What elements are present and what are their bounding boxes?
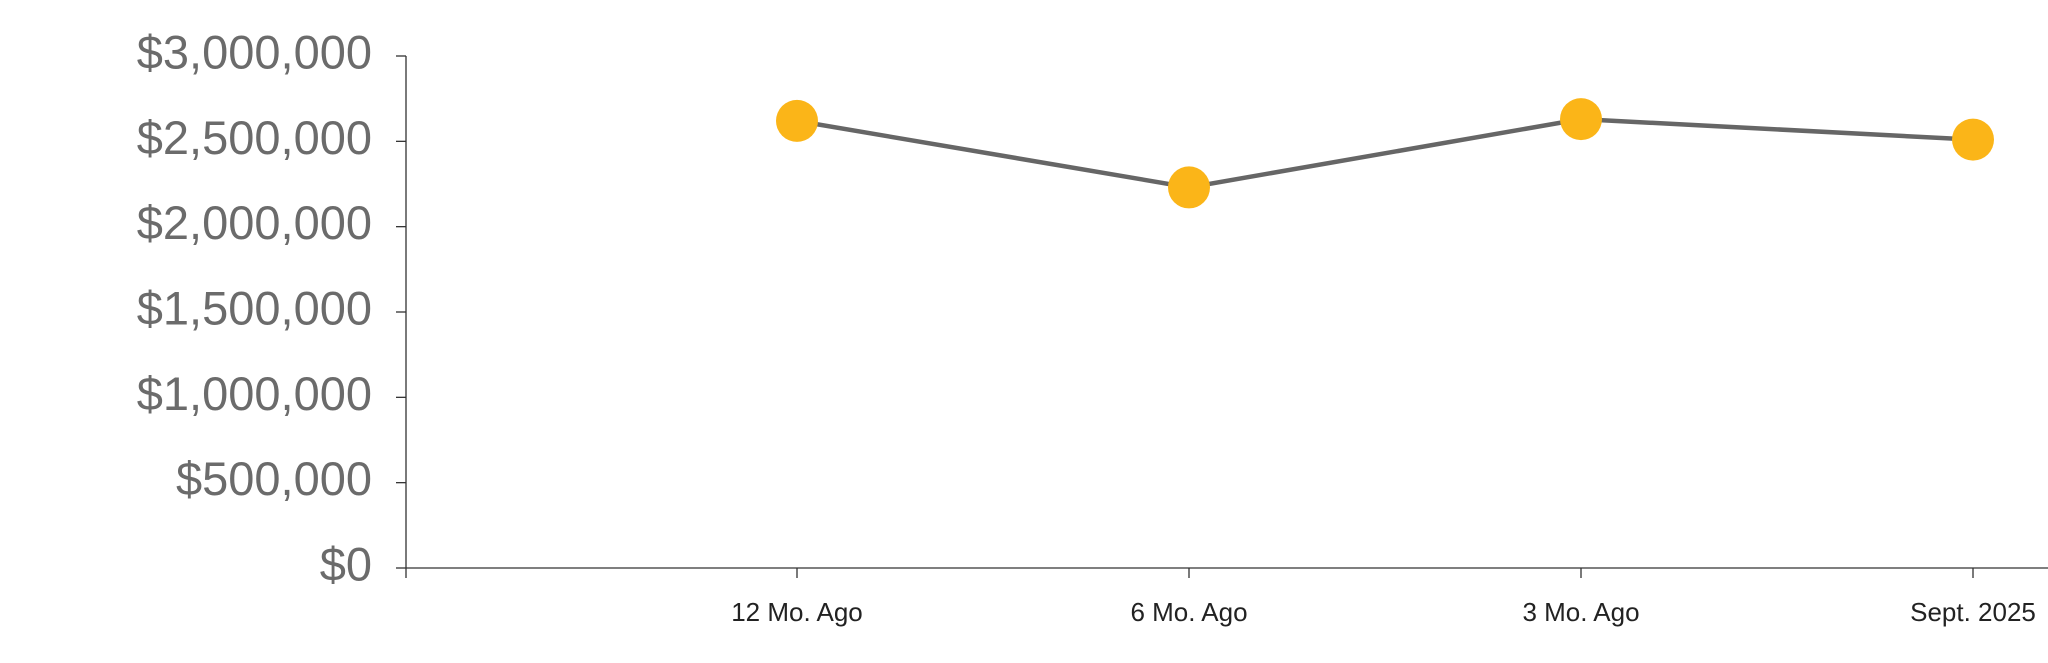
x-tick-label: 6 Mo. Ago [1130,597,1247,627]
y-tick-label: $1,000,000 [137,367,372,420]
point [1168,166,1210,209]
x-tick-label: 12 Mo. Ago [731,597,863,627]
y-tick-label: $3,000,000 [137,25,372,78]
line [796,116,1974,190]
y-tick-label: $500,000 [176,452,372,505]
point [1560,98,1602,141]
y-tick-label: $2,500,000 [137,111,372,164]
y-tick-label: $2,000,000 [137,196,372,249]
y-tick-label: $0 [320,537,372,590]
x-tick-label: 3 Mo. Ago [1522,597,1639,627]
point [776,99,818,142]
point [1952,118,1994,161]
y-tick-label: $1,500,000 [137,281,372,334]
x-tick-label: Sept. 2025 [1910,597,2036,627]
